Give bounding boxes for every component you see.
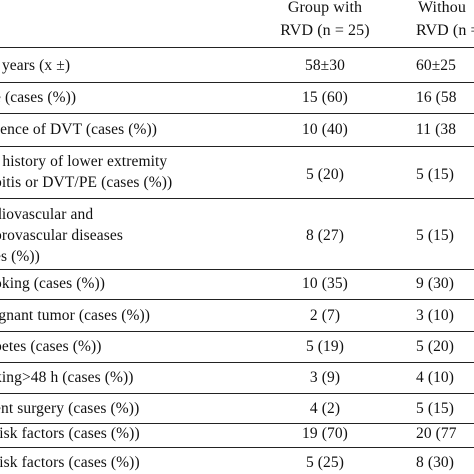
row-label-line: ignant tumor (cases (%)) [0,307,151,324]
row-label: t history of lower extremity bitis or DV… [0,151,172,193]
row-label: king>48 h (cases (%)) [0,367,134,388]
col2-header-line2: RVD (n = [416,22,474,39]
row-label: risk factors (cases (%)) [0,423,140,444]
row-value-group-with: 8 (27) [305,227,345,244]
row-value-group-without: 4 (10) [416,369,455,386]
row-value-group-without: 9 (30) [416,275,455,292]
row-divider [0,447,474,448]
row-value-group-without: 5 (15) [416,227,455,244]
row-label-line: king>48 h (cases (%)) [0,369,134,386]
row-label: sence of DVT (cases (%)) [0,119,157,140]
row-divider [0,146,474,147]
row-value-group-with: 5 (19) [305,338,345,355]
row-divider [0,198,474,199]
row-value-group-without: 5 (15) [416,400,455,417]
row-label: ent surgery (cases (%)) [0,398,139,419]
row-value-group-with: 10 (40) [302,121,348,138]
row-label-line: diovascular and [0,206,94,223]
row-label: risk factors (cases (%)) [0,452,140,473]
col2-header-line1: Withou [418,0,466,16]
row-value-group-with: 10 (35) [302,275,348,292]
row-label-line: brovascular diseases [0,227,123,244]
row-divider [0,423,474,424]
row-label: oking (cases (%)) [0,273,105,294]
row-value-group-with: 19 (70) [302,425,348,442]
row-label-line: t history of lower extremity [0,153,168,170]
row-label-line: risk factors (cases (%)) [0,454,140,471]
col1-header-line2: RVD (n = 25) [280,22,370,39]
row-divider [0,393,474,394]
row-value-group-with: 5 (25) [305,454,345,471]
row-value-group-without: 5 (15) [416,166,455,183]
row-divider [0,331,474,332]
row-value-group-without: 16 (58 [416,89,457,106]
row-label-line: es (%)) [0,248,40,265]
row-value-group-with: 5 (20) [305,166,345,183]
row-label: e (cases (%)) [0,87,76,108]
row-label-line: betes (cases (%)) [0,338,102,355]
row-label-line: risk factors (cases (%)) [0,425,140,442]
row-label-line: e (cases (%)) [0,89,77,106]
col1-header-line1: Group with [287,0,363,16]
row-value-group-with: 58±30 [304,57,345,74]
header-divider [0,47,474,48]
row-value-group-with: 3 (9) [309,369,341,386]
row-value-group-without: 20 (77 [416,425,457,442]
row-label: diovascular and brovascular diseases es … [0,204,123,267]
row-divider [0,82,474,83]
row-label: betes (cases (%)) [0,336,102,357]
row-label: , years (x ±) [0,55,70,76]
row-value-group-without: 5 (20) [416,338,455,355]
row-label-line: sence of DVT (cases (%)) [0,121,158,138]
row-label-line: ent surgery (cases (%)) [0,400,140,417]
row-value-group-without: 60±25 [416,57,457,74]
row-label-line: bitis or DVT/PE (cases (%)) [0,174,173,191]
row-divider [0,362,474,363]
row-divider [0,299,474,300]
row-value-group-without: 3 (10) [416,307,455,324]
row-value-group-without: 8 (30) [416,454,455,471]
row-label-line: oking (cases (%)) [0,275,106,292]
row-value-group-with: 4 (2) [309,400,341,417]
row-value-group-without: 11 (38 [416,121,457,138]
row-divider [0,113,474,114]
row-label: ignant tumor (cases (%)) [0,305,150,326]
row-divider [0,269,474,270]
row-label-line: , years (x ±) [0,57,71,74]
row-value-group-with: 15 (60) [302,89,348,106]
row-value-group-with: 2 (7) [309,307,341,324]
